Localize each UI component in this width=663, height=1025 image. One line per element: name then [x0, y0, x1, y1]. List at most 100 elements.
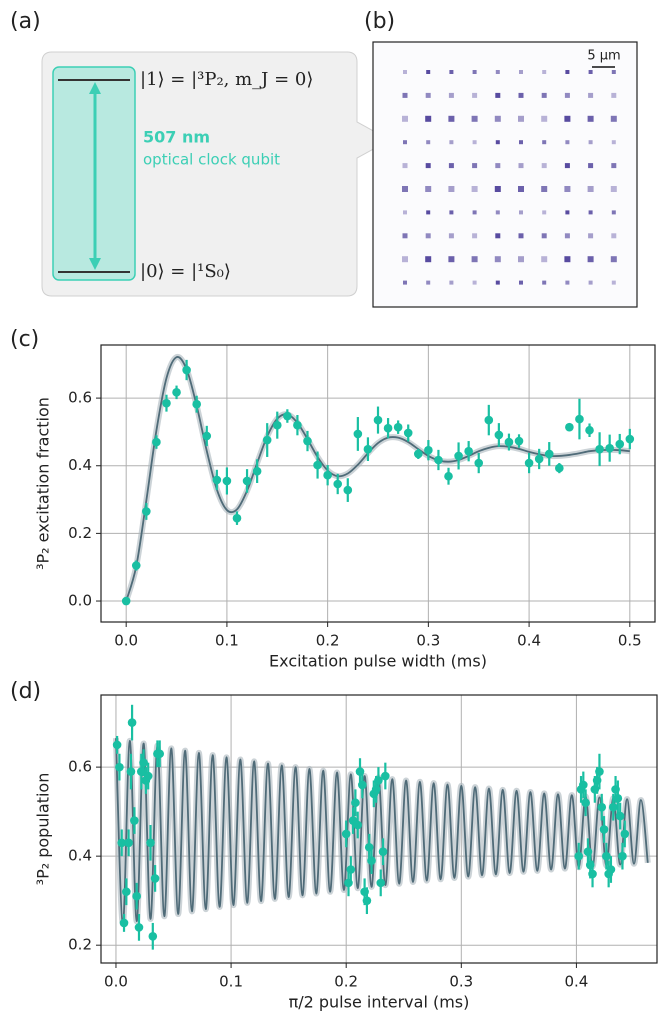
- atom-spot: [542, 70, 547, 74]
- data-point: [363, 444, 373, 454]
- data-point: [595, 767, 604, 776]
- x-axis-label: Excitation pulse width (ms): [269, 652, 487, 671]
- x-tick-label: 0.5: [618, 632, 642, 650]
- atom-spot: [426, 210, 431, 215]
- data-point: [581, 798, 590, 808]
- atom-spot: [426, 280, 431, 285]
- data-point: [514, 436, 524, 446]
- atom-spot: [426, 140, 431, 145]
- atom-spot: [610, 186, 617, 192]
- data-point: [122, 887, 131, 897]
- data-point: [353, 429, 363, 439]
- atom-spot: [564, 163, 570, 169]
- atom-spot: [495, 233, 501, 239]
- atom-spot: [402, 256, 408, 263]
- data-point: [544, 449, 554, 459]
- data-point: [403, 428, 413, 438]
- panel-label: (d): [10, 679, 41, 704]
- x-tick-label: 0.4: [564, 973, 588, 991]
- atom-spot: [587, 186, 594, 192]
- data-point: [383, 423, 393, 433]
- y-axis-label: ³P₂ excitation fraction: [34, 397, 53, 570]
- atom-spot: [541, 163, 547, 169]
- atom-spot: [472, 233, 478, 239]
- y-tick-label: 0.6: [68, 758, 92, 776]
- y-tick-label: 0.0: [68, 592, 92, 610]
- atom-spot: [402, 92, 408, 98]
- atom-spot: [403, 280, 407, 285]
- data-point: [303, 436, 312, 446]
- atom-spot: [448, 163, 454, 169]
- data-point: [588, 869, 597, 879]
- description: optical clock qubit: [143, 151, 280, 169]
- data-point: [602, 851, 611, 861]
- data-point: [126, 767, 136, 776]
- atom-spot: [449, 280, 454, 285]
- data-point: [605, 443, 614, 453]
- atom-spot: [449, 140, 454, 145]
- data-point: [130, 816, 139, 825]
- panel-label: (a): [10, 9, 41, 34]
- data-point: [139, 758, 148, 767]
- atom-spot: [611, 280, 616, 285]
- y-tick-label: 0.2: [68, 936, 92, 954]
- data-point: [358, 780, 367, 790]
- data-point: [117, 838, 127, 848]
- atom-spot: [588, 233, 594, 239]
- data-point: [625, 434, 635, 444]
- atom-spot: [565, 280, 570, 285]
- data-point: [262, 435, 272, 445]
- data-point: [242, 476, 252, 486]
- atom-spot: [519, 140, 523, 145]
- panel-label: (c): [10, 327, 39, 352]
- data-point: [620, 829, 630, 839]
- atom-spot: [519, 70, 523, 74]
- atom-spot: [519, 210, 523, 215]
- data-point: [454, 451, 463, 461]
- data-point: [565, 422, 574, 432]
- data-point: [484, 415, 494, 425]
- data-point: [381, 771, 390, 781]
- data-point: [413, 449, 423, 459]
- data-point: [579, 780, 588, 790]
- data-point: [112, 740, 122, 750]
- atom-spot: [449, 70, 454, 74]
- atom-spot: [588, 140, 593, 145]
- x-tick-label: 0.2: [316, 632, 340, 650]
- atom-spot: [518, 186, 524, 192]
- atom-spot: [518, 256, 524, 263]
- data-point: [148, 931, 158, 941]
- data-point: [351, 798, 360, 808]
- atom-spot: [565, 70, 570, 74]
- panel-label: (b): [364, 9, 395, 34]
- atom-spot: [610, 115, 617, 122]
- data-point: [182, 365, 191, 375]
- data-point: [152, 437, 161, 447]
- data-point: [143, 771, 153, 781]
- data-point: [524, 458, 534, 468]
- data-point: [574, 851, 584, 861]
- atom-spot: [611, 210, 616, 215]
- atom-spot: [449, 210, 454, 215]
- atom-spot: [448, 256, 455, 263]
- data-point: [131, 561, 141, 570]
- atom-spot: [542, 140, 547, 145]
- data-point: [162, 398, 171, 408]
- x-tick-label: 0.2: [334, 973, 358, 991]
- atom-spot: [403, 140, 407, 145]
- atom-spot: [565, 210, 570, 215]
- atom-spot: [518, 163, 524, 169]
- atom-spot: [472, 140, 477, 145]
- atom-spot: [448, 233, 454, 239]
- data-point: [618, 851, 627, 861]
- x-tick-label: 0.0: [114, 632, 138, 650]
- data-point: [132, 891, 141, 901]
- x-tick-label: 0.3: [416, 632, 440, 650]
- atom-spot: [426, 70, 431, 74]
- data-point: [474, 458, 484, 468]
- data-point: [434, 455, 443, 465]
- atom-spot: [448, 115, 455, 122]
- data-point: [534, 454, 544, 464]
- atom-spot: [518, 115, 524, 122]
- plot-area: [121, 353, 635, 606]
